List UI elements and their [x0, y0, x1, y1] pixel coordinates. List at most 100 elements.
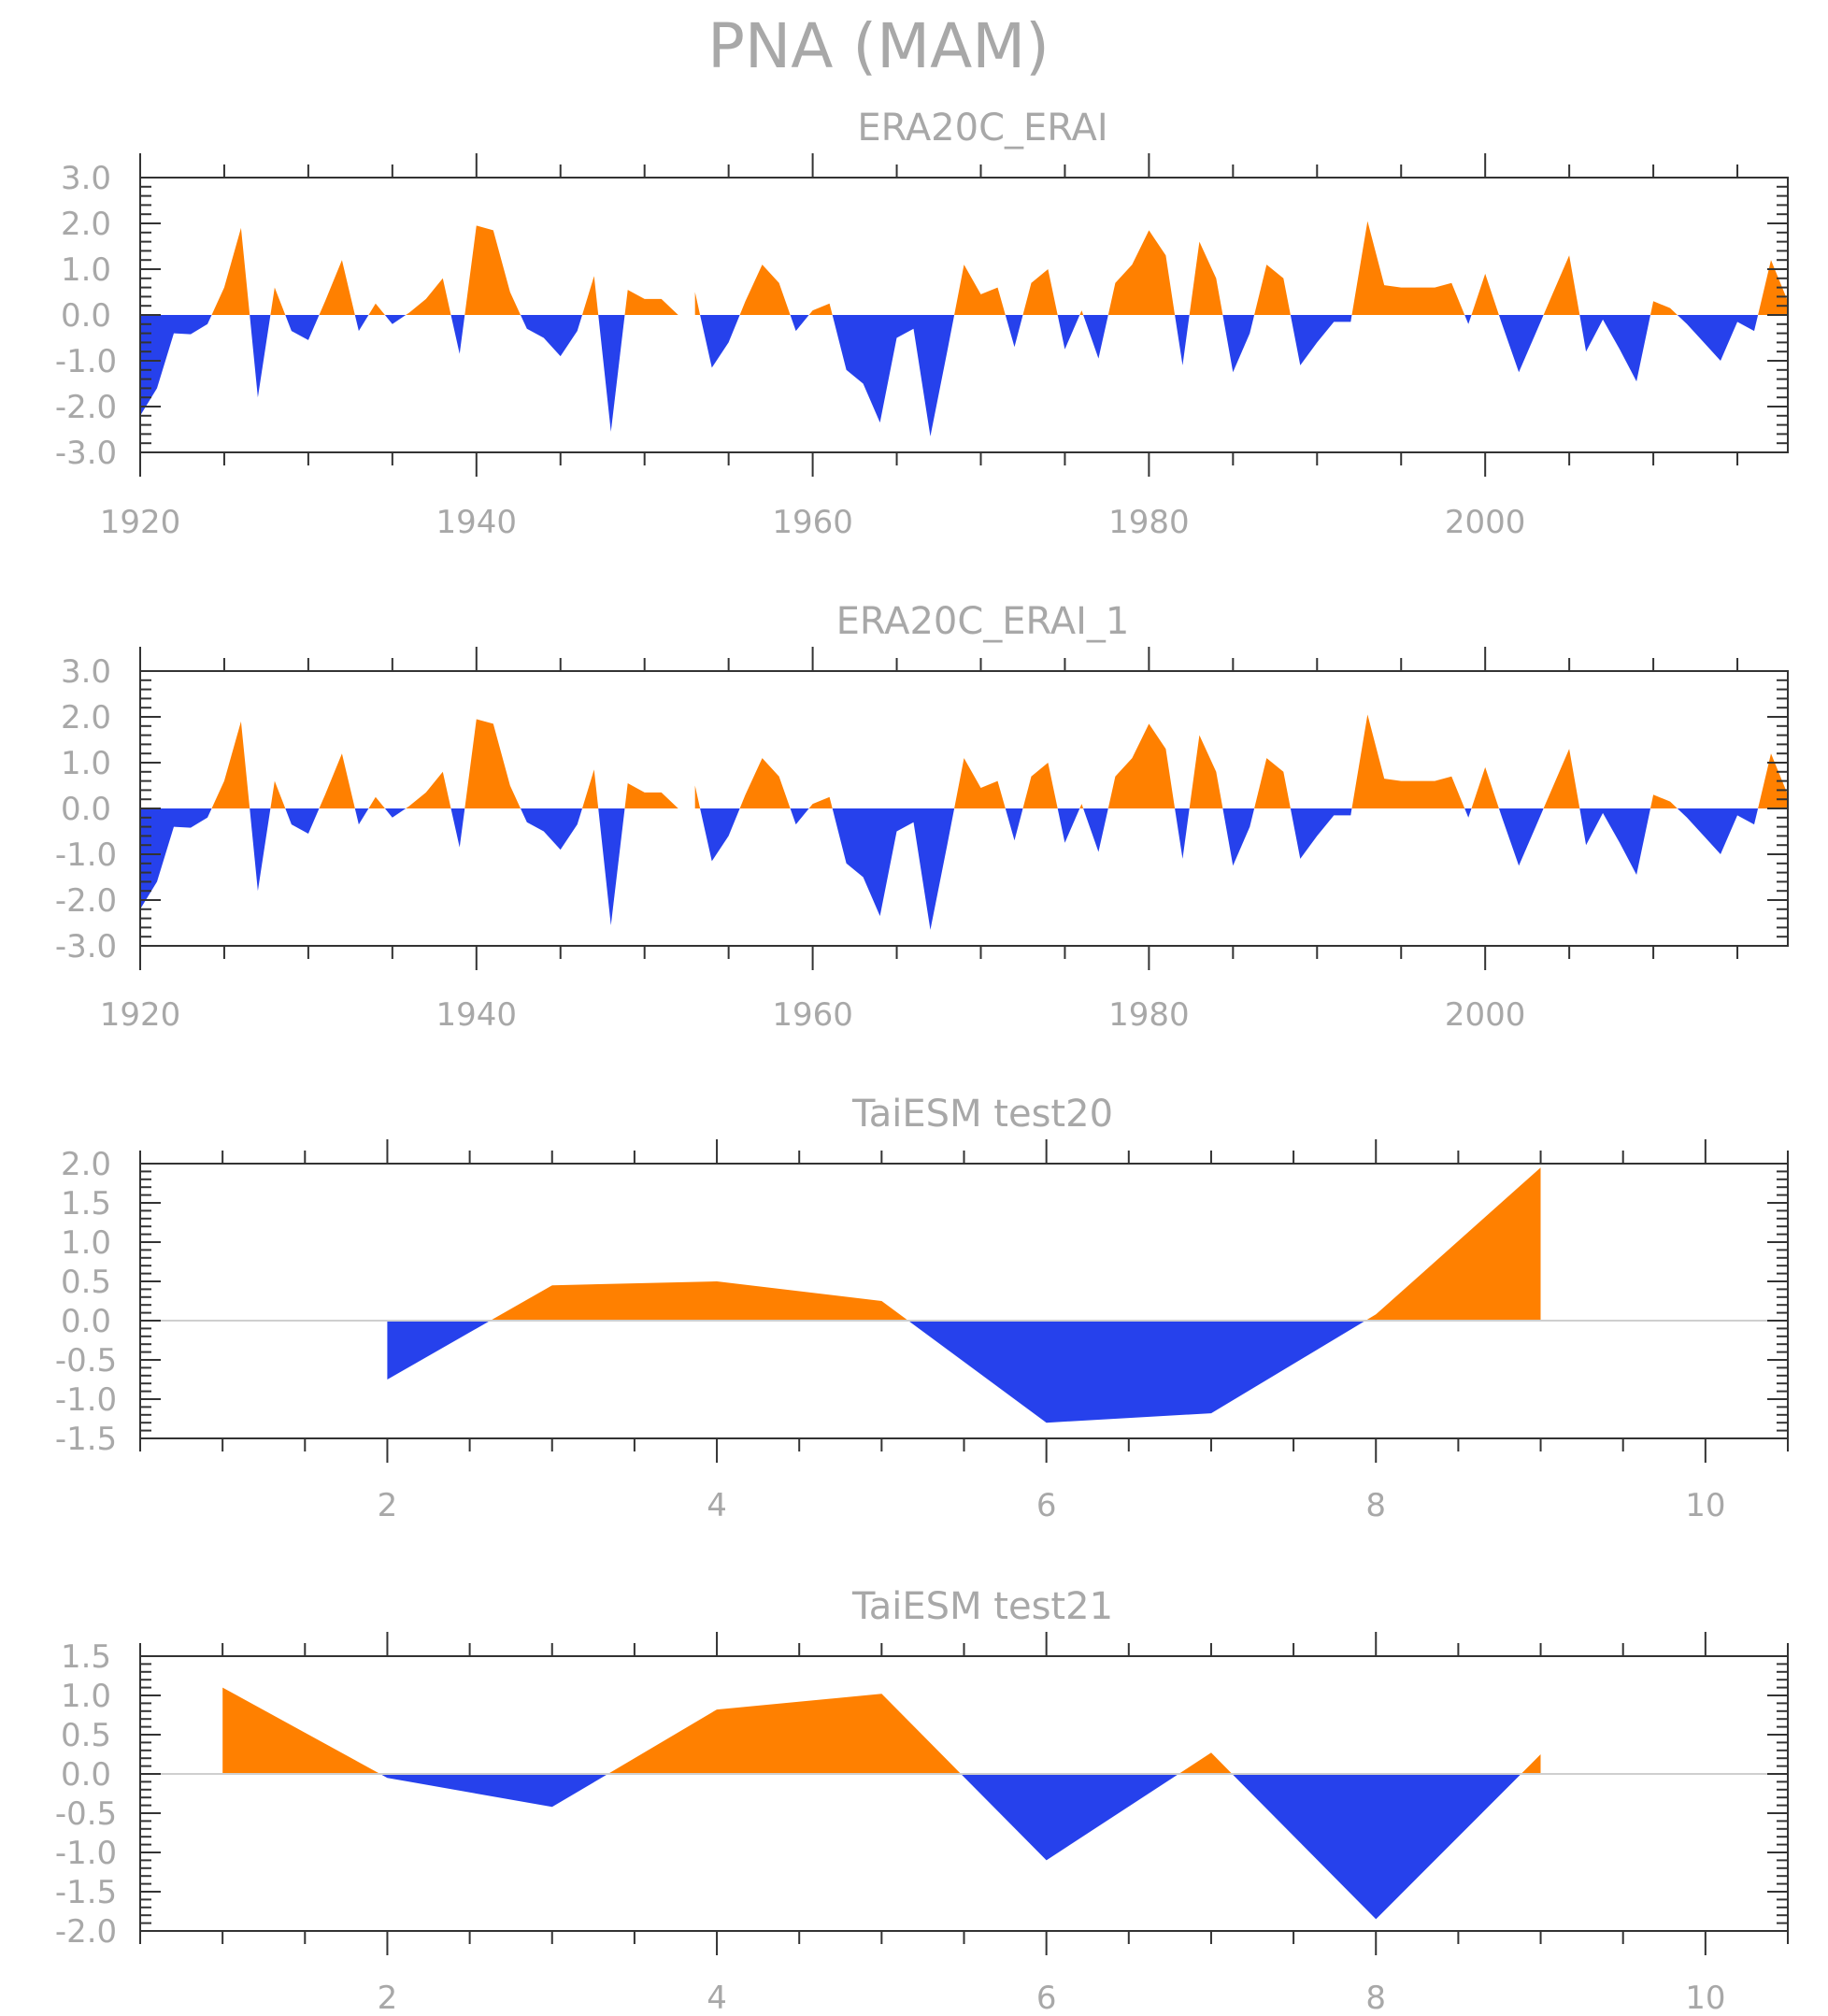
positive-area	[211, 227, 250, 315]
y-tick-label: -1.0	[55, 343, 117, 380]
positive-area	[406, 771, 451, 808]
x-tick-label: 1960	[772, 504, 853, 541]
y-tick-label: -0.5	[55, 1795, 117, 1833]
positive-area	[1758, 753, 1788, 808]
positive-area	[1107, 723, 1176, 808]
y-tick-label: -1.0	[55, 836, 117, 874]
chart-panel-3: TaiESM test20 2.01.51.00.50.0-0.5-1.0-1.5…	[55, 1093, 1789, 1524]
y-tick-label: -3.0	[55, 435, 117, 472]
negative-area	[384, 808, 407, 818]
positive-area	[1543, 255, 1580, 315]
negative-area	[598, 808, 625, 925]
negative-area	[790, 808, 809, 825]
y-tick-label: -1.5	[55, 1421, 117, 1458]
x-tick-label: 6	[1036, 1487, 1057, 1524]
positive-area	[211, 721, 250, 808]
positive-area	[739, 758, 791, 808]
negative-area	[700, 808, 740, 862]
negative-area	[700, 315, 740, 368]
y-tick-label: 1.5	[61, 1638, 111, 1676]
figure-title: PNA (MAM)	[707, 10, 1050, 82]
negative-area	[450, 808, 465, 848]
chart-panel-1: ERA20C_ERAI 3.0 2.0 1.0 0.0 -1.0 -2.0 -3.0 1920 1…	[55, 107, 1789, 541]
y-tick-label: 3.0	[61, 160, 111, 197]
y-tick-label: -2.0	[55, 882, 117, 920]
plot-frame	[139, 1655, 1789, 1932]
positive-area	[319, 753, 355, 808]
negative-area	[1222, 315, 1255, 373]
y-tick-label: 1.5	[61, 1185, 111, 1222]
positive-area	[1351, 714, 1465, 808]
positive-area	[1521, 1754, 1541, 1774]
y-tick-label: 2.0	[61, 206, 111, 243]
y-tick-label: 1.0	[61, 251, 111, 289]
chart-panel-2: ERA20C_ERAI_1 3.0 2.0 1.0 0.0 -1.0 -2.0 -3.0 192…	[55, 600, 1789, 1034]
negative-area	[1175, 315, 1190, 365]
y-tick-label: -1.0	[55, 1381, 117, 1419]
positive-area	[464, 719, 521, 808]
x-tick-label: 4	[707, 1487, 727, 1524]
y-tick-label: 1.0	[61, 1678, 111, 1715]
y-tick-label: -2.0	[55, 389, 117, 426]
x-tick-label: 2000	[1445, 504, 1526, 541]
y-tick-label: -3.0	[55, 928, 117, 965]
positive-area	[1079, 310, 1084, 315]
positive-area	[1543, 749, 1580, 808]
positive-area	[1758, 260, 1788, 315]
positive-area	[954, 758, 1006, 808]
x-tick-label: 1980	[1108, 504, 1190, 541]
positive-area	[1650, 301, 1678, 315]
negative-area	[285, 808, 320, 834]
positive-area	[1254, 758, 1291, 808]
negative-area	[250, 315, 271, 398]
y-tick-label: -1.5	[55, 1874, 117, 1911]
positive-area	[368, 796, 385, 808]
panels: ERA20C_ERAI 3.0 2.0 1.0 0.0 -1.0 -2.0 -3.0 1920 1…	[55, 107, 1789, 2016]
y-tick-label: 0.0	[61, 297, 111, 335]
negative-area	[1579, 315, 1650, 382]
negative-area	[598, 315, 625, 432]
x-tick-label: 1920	[100, 996, 181, 1034]
negative-area	[1175, 808, 1190, 859]
positive-area	[1471, 766, 1499, 808]
chart-panel-4: TaiESM test21 1.51.00.50.0-0.5-1.0-1.5-2.…	[55, 1585, 1789, 2016]
x-tick-label: 8	[1365, 1980, 1386, 2016]
negative-area	[1290, 808, 1352, 859]
negative-area	[961, 1774, 1179, 1861]
positive-area	[624, 290, 678, 315]
negative-area	[1222, 808, 1255, 866]
positive-area	[808, 303, 833, 315]
positive-area	[1107, 230, 1176, 315]
positive-area	[490, 1281, 908, 1321]
positive-area	[1351, 221, 1465, 315]
positive-area	[270, 780, 286, 808]
negative-area	[1579, 808, 1650, 875]
negative-area	[379, 1774, 608, 1808]
negative-area	[450, 315, 465, 354]
x-tick-label: 2000	[1445, 996, 1526, 1034]
negative-area	[354, 808, 369, 825]
x-tick-label: 1940	[436, 504, 518, 541]
positive-area	[319, 260, 355, 315]
positive-area	[1189, 241, 1223, 315]
positive-area	[1471, 273, 1499, 315]
y-tick-label: -1.0	[55, 1835, 117, 1872]
x-tick-label: 8	[1365, 1487, 1386, 1524]
panel-title: TaiESM test21	[851, 1585, 1113, 1628]
y-tick-label: -2.0	[55, 1913, 117, 1951]
positive-area	[582, 769, 599, 808]
y-tick-label: 0.5	[61, 1717, 111, 1754]
positive-area	[464, 225, 521, 315]
positive-area	[954, 265, 1006, 315]
negative-area	[1083, 315, 1108, 359]
x-tick-label: 1920	[100, 504, 181, 541]
positive-area	[270, 287, 286, 315]
y-tick-label: -0.5	[55, 1342, 117, 1380]
positive-area	[1189, 735, 1223, 808]
positive-area	[368, 303, 385, 315]
positive-area	[624, 783, 678, 808]
x-tick-label: 10	[1685, 1980, 1725, 2016]
x-tick-label: 2	[378, 1487, 398, 1524]
negative-area	[1083, 808, 1108, 852]
y-tick-label: 2.0	[61, 1146, 111, 1183]
